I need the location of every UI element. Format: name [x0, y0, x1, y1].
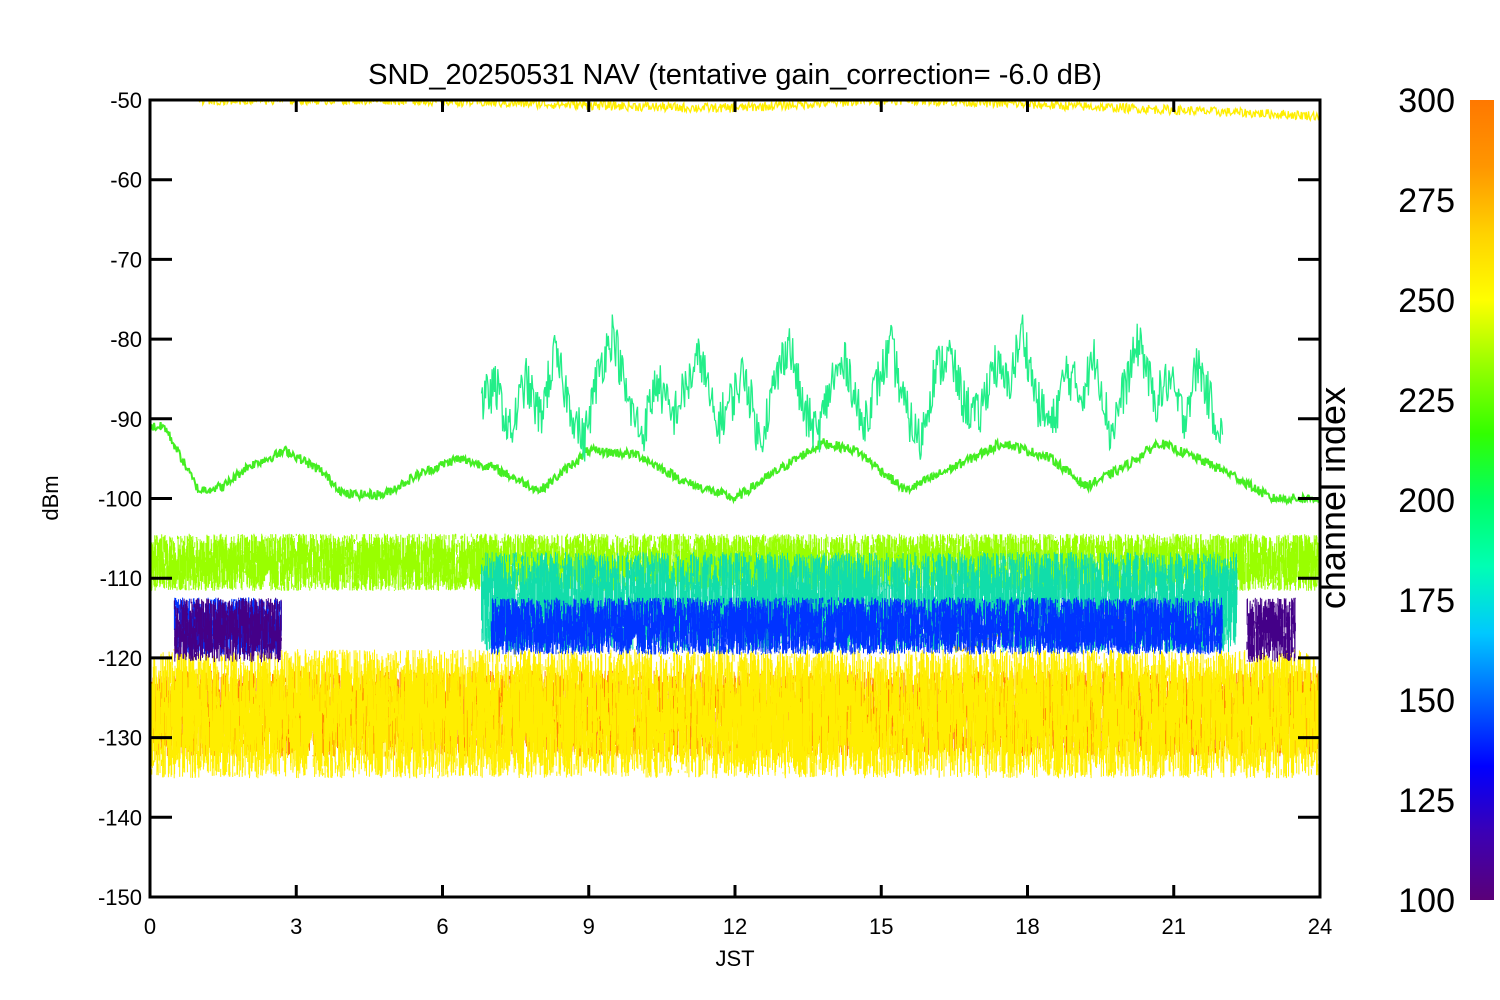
y-tick-label: -110	[100, 566, 142, 591]
x-axis: 0 3 6 9 12 15 18 21 24	[144, 100, 1332, 939]
y-tick-label: -120	[98, 646, 142, 671]
series-channel-210	[480, 314, 1224, 462]
y-axis-label: dBm	[38, 475, 63, 520]
colorbar-tick-label: 100	[1398, 882, 1455, 920]
y-tick-label: -70	[110, 247, 142, 272]
x-tick-label: 21	[1162, 914, 1186, 939]
x-tick-label: 12	[723, 914, 747, 939]
y-axis: -150 -140 -130 -120 -110 -100 -90 -80 -70 -60 -50	[98, 88, 1320, 910]
band-channel-110	[173, 597, 282, 663]
series-channel-270	[150, 649, 1320, 779]
colorbar-tick-label: 250	[1398, 282, 1455, 320]
colorbar	[1470, 100, 1494, 900]
chart-title: SND_20250531 NAV (tentative gain_correct…	[368, 59, 1102, 91]
band-channel-270	[150, 649, 1320, 779]
y-tick-label: -50	[110, 88, 142, 113]
colorbar-tick-label: 200	[1398, 482, 1455, 520]
line-channel-235	[150, 421, 1320, 506]
x-tick-label: 0	[144, 914, 156, 939]
colorbar-tick-label: 275	[1398, 182, 1455, 220]
series-channel-110	[173, 597, 1296, 663]
line-channel-275	[198, 100, 1320, 123]
series-channel-140	[173, 597, 1223, 655]
x-tick-label: 6	[436, 914, 448, 939]
colorbar-ticks: 100 125 150 175 200 225 250 275 300	[1398, 82, 1455, 920]
line-channel-210	[480, 314, 1224, 462]
colorbar-tick-label: 125	[1398, 782, 1455, 820]
y-tick-label: -130	[98, 726, 142, 751]
x-tick-label: 9	[583, 914, 595, 939]
x-tick-label: 18	[1015, 914, 1039, 939]
y-tick-label: -80	[110, 327, 142, 352]
colorbar-tick-label: 300	[1398, 82, 1455, 120]
colorbar-label: channel index	[1312, 387, 1353, 609]
colorbar-tick-label: 225	[1398, 382, 1455, 420]
band-channel-110	[1246, 597, 1296, 663]
x-tick-label: 24	[1308, 914, 1332, 939]
y-tick-label: -100	[98, 487, 142, 512]
series-channel-275	[198, 100, 1320, 123]
y-tick-label: -150	[98, 885, 142, 910]
colorbar-tick-label: 150	[1398, 682, 1455, 720]
colorbar-tick-label: 175	[1398, 582, 1455, 620]
data-layer	[150, 100, 1320, 779]
y-tick-label: -60	[110, 168, 142, 193]
series-channel-235	[150, 421, 1320, 506]
y-tick-label: -90	[110, 407, 142, 432]
x-axis-label: JST	[715, 946, 754, 971]
x-tick-label: 15	[869, 914, 893, 939]
y-tick-label: -140	[98, 805, 142, 830]
x-tick-label: 3	[290, 914, 302, 939]
band-channel-140	[490, 597, 1223, 655]
